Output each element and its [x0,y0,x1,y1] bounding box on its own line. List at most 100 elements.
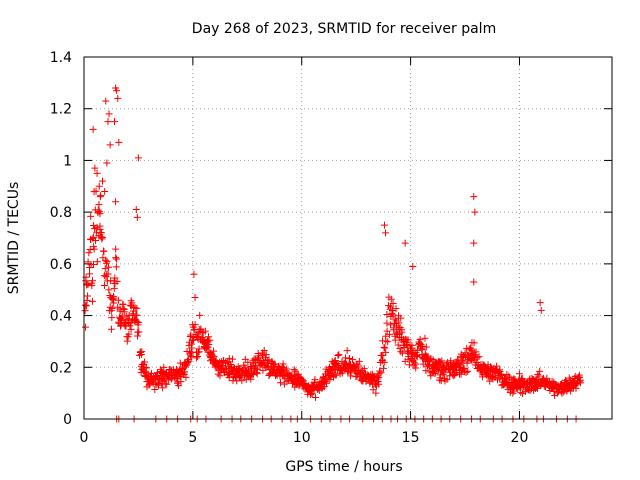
data-point [360,365,368,373]
grid-lines [84,57,612,419]
data-point [113,87,121,95]
data-point [403,342,411,350]
data-point [412,364,420,372]
data-point [138,348,146,356]
data-point [196,311,204,319]
data-point [389,306,397,314]
data-point [381,344,389,352]
data-point [142,363,150,371]
y-tick-label: 1.4 [50,50,72,66]
data-points [81,84,584,423]
data-point [106,141,114,149]
data-point [100,282,108,290]
data-point [135,328,143,336]
data-point [422,343,430,351]
data-point [375,380,383,388]
data-point [436,358,444,366]
data-point [308,390,316,398]
data-point [470,193,478,201]
data-point [470,239,478,247]
data-point [197,325,205,333]
data-point [130,303,138,311]
data-point [206,336,214,344]
data-point [382,229,390,237]
data-point [248,371,256,379]
y-tick-label: 0.2 [50,360,72,376]
data-point [104,270,112,278]
data-point [141,358,149,366]
data-point [455,362,463,370]
data-point [105,110,113,118]
data-point [438,357,446,365]
data-point [229,355,237,363]
data-point [536,299,544,307]
data-point [416,335,424,343]
data-point [443,375,451,383]
data-point [387,321,395,329]
data-point [262,351,270,359]
data-point [225,374,233,382]
data-point [120,308,128,316]
y-tick-label: 1 [63,153,72,169]
data-point [260,346,268,354]
data-point [382,348,390,356]
data-point [372,389,380,397]
data-point [505,372,513,380]
data-point [410,359,418,367]
data-point [182,373,190,381]
data-point [383,319,391,327]
data-point [224,370,232,378]
data-point [277,379,285,387]
data-point [167,375,175,383]
data-point [85,249,93,257]
data-point [355,362,363,370]
x-axis-label: GPS time / hours [285,459,402,475]
data-point [91,164,99,172]
data-point [380,364,388,372]
data-point [392,305,400,313]
data-point [421,334,429,342]
data-point [318,378,326,386]
data-point [180,368,188,376]
data-point [204,343,212,351]
data-point [493,362,501,370]
data-point [397,314,405,322]
data-point [427,372,435,380]
data-point [355,357,363,365]
data-point [238,377,246,385]
data-point [576,373,584,381]
data-point [89,125,97,133]
data-point [515,370,523,378]
data-point [517,389,525,397]
data-point [457,370,465,378]
data-point [103,159,111,167]
data-point [548,377,556,385]
data-point [195,345,203,353]
data-point [93,169,101,177]
data-point [560,388,568,396]
data-point [291,367,299,375]
data-point [132,206,140,214]
data-point [362,377,370,385]
data-point [389,299,397,307]
data-point [214,370,222,378]
x-tick-label: 15 [402,430,420,446]
data-point [100,247,108,255]
data-point [463,359,471,367]
data-point [294,371,302,379]
data-point [96,210,104,218]
data-point [210,347,218,355]
data-point [128,299,136,307]
data-point [186,333,194,341]
data-point [250,355,258,363]
data-point [110,294,118,302]
data-point [134,318,142,326]
data-point [227,360,235,368]
axis-ticks: 0 0.2 0.4 0.6 0.8 1 1.2 1.4 0 5 10 15 20 [50,50,612,446]
data-point [84,292,92,300]
data-point [123,337,131,345]
plot-frame [83,56,613,420]
data-point [177,378,185,386]
data-point [101,187,109,195]
data-point [110,118,118,126]
